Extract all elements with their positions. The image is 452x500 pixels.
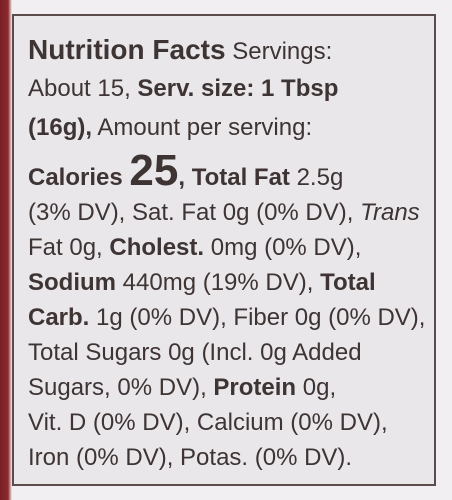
label-text: Serv. size: 1 Tbsp <box>137 75 339 102</box>
label-text: Protein <box>213 374 297 401</box>
label-line: About 15, Serv. size: 1 Tbsp <box>28 69 434 108</box>
label-text: Calories <box>28 164 130 191</box>
label-line: Carb. 1g (0% DV), Fiber 0g (0% DV), <box>28 300 434 335</box>
label-text: About 15, <box>28 75 138 102</box>
label-text: 1g (0% DV), Fiber 0g (0% DV), <box>89 304 426 331</box>
label-text: Total <box>320 269 376 296</box>
label-text: (16g), <box>28 114 93 141</box>
label-line: Iron (0% DV), Potas. (0% DV). <box>28 440 434 475</box>
label-line: Sodium 440mg (19% DV), Total <box>28 265 434 300</box>
label-text: Iron (0% DV), Potas. (0% DV). <box>28 444 353 471</box>
label-line: Sugars, 0% DV), Protein 0g, <box>28 370 434 405</box>
label-text: Servings: <box>225 38 333 65</box>
label-line: Vit. D (0% DV), Calcium (0% DV), <box>28 405 434 440</box>
label-text: Trans <box>360 199 420 226</box>
label-text: Carb. <box>28 304 90 331</box>
label-text: Sodium <box>28 269 116 296</box>
label-text: Total Fat <box>191 164 290 191</box>
label-text: 25 <box>129 146 179 195</box>
nutrition-label: Nutrition Facts Servings: About 15, Serv.… <box>12 14 436 486</box>
label-line: Calories 25, Total Fat 2.5g <box>28 147 434 195</box>
label-text: Nutrition Facts <box>28 34 226 65</box>
label-text: Sugars, 0% DV), <box>28 374 214 401</box>
label-text: Vit. D (0% DV), Calcium (0% DV), <box>28 409 388 436</box>
label-line: Nutrition Facts Servings: <box>28 30 434 69</box>
label-text: 2.5g <box>289 164 344 191</box>
label-text: 440mg (19% DV), <box>116 269 321 296</box>
label-text: Total Sugars 0g (Incl. 0g Added <box>28 339 362 366</box>
label-text: Amount per serving: <box>92 114 313 141</box>
label-line: Fat 0g, Cholest. 0mg (0% DV), <box>28 230 434 265</box>
label-text: 0g, <box>296 374 337 401</box>
label-text: Cholest. <box>109 234 205 261</box>
label-text: (3% DV), Sat. Fat 0g (0% DV), <box>28 199 361 226</box>
label-text: , <box>178 164 192 191</box>
label-line: Total Sugars 0g (Incl. 0g Added <box>28 335 434 370</box>
label-line: (3% DV), Sat. Fat 0g (0% DV), Trans <box>28 195 434 230</box>
label-line: (16g), Amount per serving: <box>28 108 434 147</box>
label-text: Fat 0g, <box>28 234 110 261</box>
label-text: 0mg (0% DV), <box>204 234 362 261</box>
